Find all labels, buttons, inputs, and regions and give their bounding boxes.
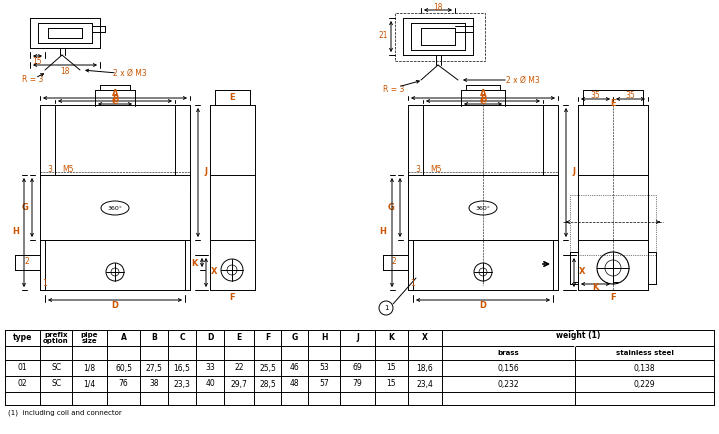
- Text: K: K: [592, 283, 598, 293]
- Text: size: size: [82, 338, 97, 344]
- Text: C: C: [179, 333, 185, 342]
- Text: 33: 33: [205, 364, 215, 372]
- Text: M5: M5: [63, 165, 74, 174]
- Text: 1: 1: [42, 279, 47, 289]
- Text: 25,5: 25,5: [259, 364, 276, 372]
- Text: M5: M5: [430, 165, 441, 174]
- Text: 21: 21: [378, 32, 388, 40]
- Text: brass: brass: [498, 350, 519, 356]
- Text: prefix: prefix: [45, 332, 68, 338]
- Text: 2 x Ø M3: 2 x Ø M3: [113, 69, 147, 78]
- Text: 22: 22: [234, 364, 244, 372]
- Text: weight (1): weight (1): [556, 331, 600, 339]
- Text: 23,3: 23,3: [173, 379, 191, 388]
- Text: E: E: [229, 93, 235, 102]
- Text: D: D: [111, 302, 119, 310]
- Text: 0,138: 0,138: [633, 364, 655, 372]
- Text: 3: 3: [47, 165, 52, 174]
- Text: 40: 40: [205, 379, 215, 388]
- Text: G: G: [22, 203, 29, 211]
- Text: 2 x Ø M3: 2 x Ø M3: [506, 76, 540, 85]
- Text: E: E: [610, 99, 615, 108]
- Text: 28,5: 28,5: [259, 379, 276, 388]
- Text: K: K: [388, 333, 395, 342]
- Text: 35: 35: [590, 92, 600, 101]
- Text: 2: 2: [24, 257, 29, 266]
- Text: F: F: [229, 293, 235, 302]
- Text: D: D: [207, 333, 214, 342]
- Text: 35: 35: [625, 92, 635, 101]
- Bar: [570, 195, 656, 255]
- Text: 18,6: 18,6: [416, 364, 434, 372]
- Text: 76: 76: [119, 379, 129, 388]
- Text: 360°: 360°: [108, 206, 122, 210]
- Text: 57: 57: [319, 379, 329, 388]
- Text: B: B: [151, 333, 157, 342]
- Text: C: C: [480, 98, 486, 106]
- Text: 60,5: 60,5: [115, 364, 132, 372]
- Text: H: H: [12, 227, 19, 237]
- Text: 38: 38: [149, 379, 159, 388]
- Text: 0,229: 0,229: [633, 379, 655, 388]
- Text: 0,232: 0,232: [498, 379, 519, 388]
- Text: 1: 1: [411, 279, 416, 289]
- Text: SC: SC: [51, 379, 61, 388]
- Text: option: option: [43, 338, 69, 344]
- Text: SC: SC: [51, 364, 61, 372]
- Text: 23,4: 23,4: [416, 379, 434, 388]
- Text: 02: 02: [18, 379, 27, 388]
- Text: 2: 2: [392, 257, 396, 266]
- Text: 46: 46: [290, 364, 299, 372]
- Text: 53: 53: [319, 364, 329, 372]
- Text: 18: 18: [434, 3, 443, 11]
- Text: stainless steel: stainless steel: [615, 350, 674, 356]
- Text: B: B: [480, 95, 486, 103]
- Bar: [395, 13, 485, 61]
- Text: H: H: [380, 227, 386, 237]
- Text: A: A: [121, 333, 127, 342]
- Text: (1)  including coil and connector: (1) including coil and connector: [8, 410, 122, 416]
- Text: G: G: [388, 203, 395, 211]
- Text: 1/4: 1/4: [83, 379, 96, 388]
- Text: C: C: [112, 98, 118, 106]
- Text: 01: 01: [18, 364, 27, 372]
- Text: X: X: [211, 267, 217, 276]
- Text: D: D: [480, 302, 487, 310]
- Text: 29,7: 29,7: [231, 379, 247, 388]
- Text: A: A: [111, 89, 118, 99]
- Text: B: B: [112, 95, 118, 103]
- Text: 27,5: 27,5: [145, 364, 162, 372]
- Text: 16,5: 16,5: [173, 364, 191, 372]
- Text: F: F: [265, 333, 270, 342]
- Text: X: X: [422, 333, 428, 342]
- Text: H: H: [321, 333, 327, 342]
- Text: 0,156: 0,156: [498, 364, 519, 372]
- Text: X: X: [579, 267, 585, 276]
- Text: 18: 18: [60, 66, 70, 76]
- Text: 15: 15: [387, 379, 396, 388]
- Text: E: E: [237, 333, 242, 342]
- Text: J: J: [572, 168, 575, 177]
- Text: 79: 79: [352, 379, 362, 388]
- Text: 15: 15: [387, 364, 396, 372]
- Text: R = 3: R = 3: [383, 85, 404, 95]
- Text: F: F: [610, 293, 615, 302]
- Text: pipe: pipe: [81, 332, 99, 338]
- Text: J: J: [204, 168, 208, 177]
- Text: 69: 69: [352, 364, 362, 372]
- Text: 48: 48: [290, 379, 299, 388]
- Text: 360°: 360°: [475, 206, 490, 210]
- Text: 15: 15: [32, 57, 42, 66]
- Text: G: G: [291, 333, 298, 342]
- Text: R = 3: R = 3: [22, 76, 43, 85]
- Text: 3: 3: [416, 165, 421, 174]
- Text: A: A: [480, 89, 486, 99]
- Text: K: K: [191, 259, 197, 267]
- Text: 1/8: 1/8: [83, 364, 96, 372]
- Text: 1: 1: [384, 305, 388, 311]
- Text: type: type: [13, 333, 32, 342]
- Text: J: J: [356, 333, 359, 342]
